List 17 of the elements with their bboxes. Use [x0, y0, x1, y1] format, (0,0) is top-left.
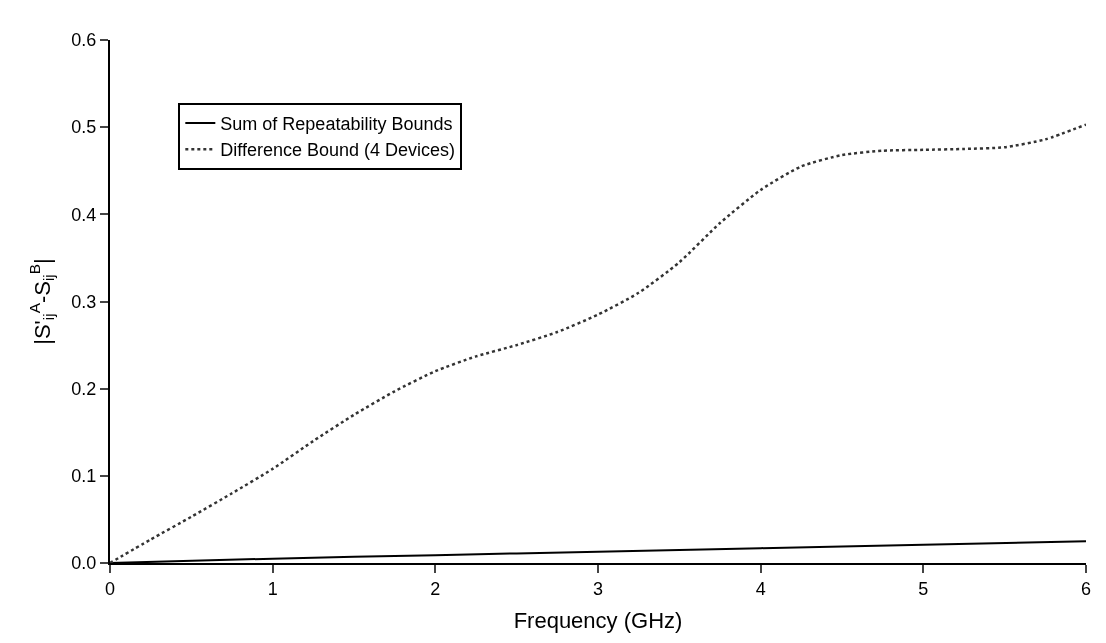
legend-label: Sum of Repeatability Bounds — [220, 113, 453, 134]
y-tick-label: 0.5 — [71, 117, 97, 138]
y-tick-label: 0.4 — [71, 204, 97, 225]
x-tick-label: 5 — [918, 578, 929, 599]
y-tick-label: 0.3 — [71, 291, 97, 312]
x-tick-label: 1 — [267, 578, 278, 599]
y-tick-label: 0.2 — [71, 378, 97, 399]
x-tick-label: 4 — [755, 578, 766, 599]
y-tick-label: 0.1 — [71, 466, 97, 487]
x-axis-title: Frequency (GHz) — [513, 608, 683, 633]
x-tick-label: 3 — [592, 578, 604, 599]
legend-label: Difference Bound (4 Devices) — [220, 140, 456, 161]
x-tick-label: 6 — [1080, 578, 1092, 599]
y-tick-label: 0.6 — [71, 30, 97, 51]
x-tick-label: 0 — [104, 578, 116, 599]
x-tick-label: 2 — [430, 578, 441, 599]
y-tick-label: 0.0 — [71, 553, 97, 574]
